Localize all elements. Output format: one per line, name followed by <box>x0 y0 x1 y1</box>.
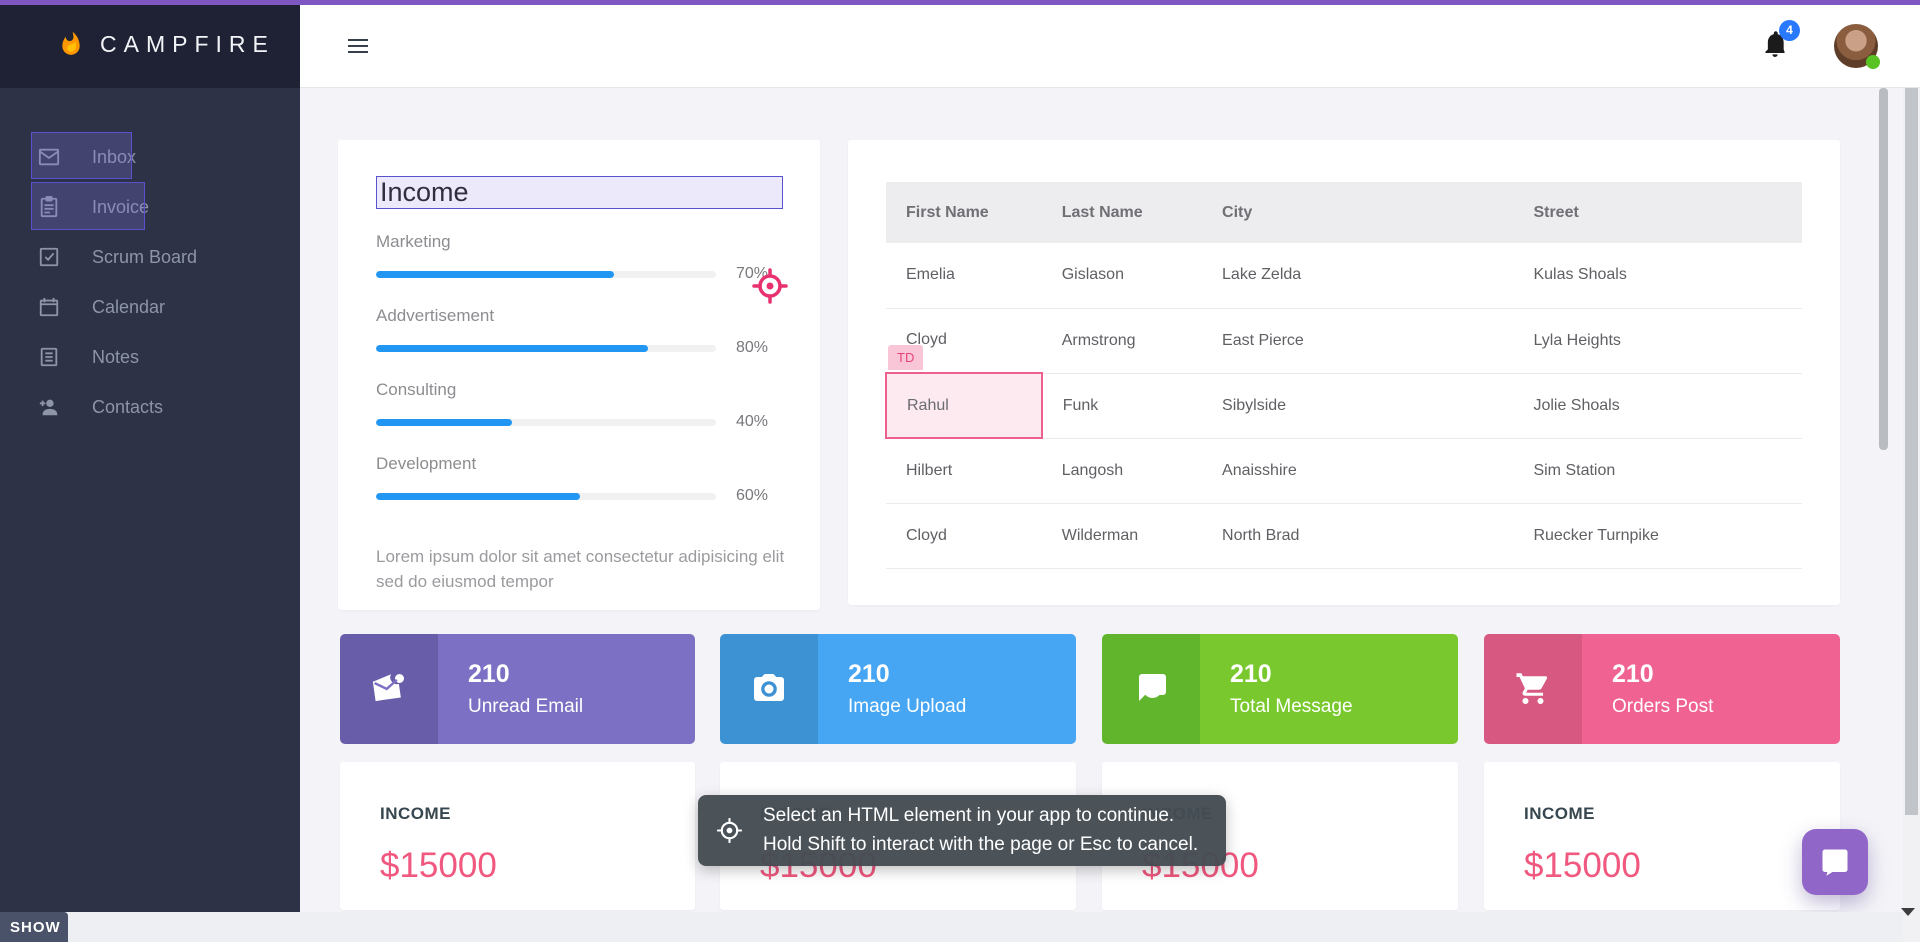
sidebar-item-label: Invoice <box>92 196 150 217</box>
income-panel-title: Income <box>376 176 783 209</box>
column-header-city: City <box>1222 203 1253 221</box>
stat-card-image-upload: 210 Image Upload <box>720 634 1076 744</box>
stat-label: Image Upload <box>848 696 967 717</box>
table-header-row: First Name Last Name City Street <box>886 182 1802 243</box>
stat-card-total-message: 210 Total Message <box>1102 634 1458 744</box>
sidebar-item-scrum-board[interactable]: Scrum Board <box>0 232 300 282</box>
sidebar-item-label: Scrum Board <box>92 246 198 267</box>
income-card-title: INCOME <box>380 804 451 823</box>
debug-bottom-bar: SHOW <box>0 912 1920 942</box>
bell-icon <box>1765 30 1785 57</box>
income-summary-card: INCOME $15000 <box>340 762 695 910</box>
metric-marketing: Marketing 70% <box>376 232 782 283</box>
mail-icon <box>38 148 60 166</box>
camera-icon <box>754 674 784 701</box>
cart-icon <box>1516 673 1548 704</box>
notification-badge: 4 <box>1779 19 1800 41</box>
metric-addvertisement: Addvertisement 80% <box>376 306 782 357</box>
sidebar-item-notes[interactable]: Notes <box>0 332 300 382</box>
stat-value: 210 <box>848 660 890 688</box>
table-row: Cloyd Armstrong East Pierce Lyla Heights <box>886 308 1802 374</box>
top-accent-strip <box>0 0 1920 5</box>
sidebar-item-calendar[interactable]: Calendar <box>0 282 300 332</box>
hamburger-menu-button[interactable] <box>348 35 368 57</box>
table-row: Rahul Funk Sibylside Jolie Shoals <box>885 372 1802 439</box>
scrollbar-down-arrow[interactable] <box>1901 908 1915 916</box>
online-status-dot <box>1866 55 1880 69</box>
sidebar-item-contacts[interactable]: Contacts <box>0 382 300 432</box>
sidebar-item-invoice[interactable]: Invoice <box>0 182 300 232</box>
chat-fab-button[interactable] <box>1802 829 1868 895</box>
notifications-button[interactable]: 4 <box>1762 19 1800 63</box>
stat-value: 210 <box>1230 660 1272 688</box>
notes-icon <box>40 347 58 367</box>
scrum-board-icon <box>39 247 59 267</box>
column-header-last-name: Last Name <box>1061 203 1143 221</box>
income-panel: Income Marketing 70% Addvertisement 80% … <box>338 140 820 610</box>
user-avatar[interactable] <box>1834 24 1880 69</box>
stat-card-orders-post: 210 Orders Post <box>1484 634 1840 744</box>
top-navbar: 4 <box>300 5 1920 88</box>
stat-label: Orders Post <box>1612 696 1714 717</box>
progress-bar <box>376 418 716 426</box>
income-card-amount: $15000 <box>380 846 497 885</box>
progress-percent: 80% <box>736 339 769 356</box>
metric-development: Development 60% <box>376 454 782 505</box>
progress-bar <box>376 270 716 278</box>
sidebar: CAMPFIRE Inbox Invoice Scrum Board Calen… <box>0 0 300 912</box>
chat-icon <box>1139 674 1166 701</box>
target-icon <box>716 817 743 844</box>
income-card-amount: $15000 <box>1524 846 1641 885</box>
content-scrollbar-thumb[interactable] <box>1879 88 1888 450</box>
sidebar-item-label: Notes <box>92 346 140 367</box>
progress-percent: 70% <box>736 265 769 282</box>
progress-percent: 60% <box>736 487 769 504</box>
brand-logo[interactable]: CAMPFIRE <box>0 0 300 88</box>
progress-bar <box>376 344 716 352</box>
inspector-selection-invoice <box>31 182 145 230</box>
sidebar-item-label: Inbox <box>92 146 137 167</box>
contacts-table-card: First Name Last Name City Street Emelia … <box>848 140 1840 605</box>
income-card-title: INCOME <box>1524 804 1595 823</box>
sidebar-item-label: Contacts <box>92 396 164 417</box>
table-row: Cloyd Wilderman North Brad Ruecker Turnp… <box>886 503 1802 569</box>
column-header-street: Street <box>1533 203 1579 221</box>
stat-label: Total Message <box>1230 696 1353 717</box>
stat-value: 210 <box>468 660 510 688</box>
progress-percent: 40% <box>736 413 769 430</box>
progress-bar <box>376 492 716 500</box>
inspector-highlighted-cell[interactable]: Rahul <box>885 372 1043 439</box>
table-row: Hilbert Langosh Anaisshire Sim Station <box>886 438 1802 504</box>
stat-label: Unread Email <box>468 696 584 717</box>
income-summary-card: INCOME $15000 <box>1484 762 1840 910</box>
sidebar-nav: Inbox Invoice Scrum Board Calendar Notes… <box>0 132 300 432</box>
inspector-selection-inbox <box>31 132 132 179</box>
sidebar-item-inbox[interactable]: Inbox <box>0 132 300 182</box>
show-button[interactable]: SHOW <box>0 912 68 942</box>
tooltip-line-2: Hold Shift to interact with the page or … <box>763 833 1199 855</box>
contacts-icon <box>39 399 58 416</box>
browser-scrollbar-thumb[interactable] <box>1905 88 1918 815</box>
calendar-icon <box>39 297 59 317</box>
stat-value: 210 <box>1612 660 1654 688</box>
metric-consulting: Consulting 40% <box>376 380 782 431</box>
invoice-icon <box>40 196 58 218</box>
inspector-tooltip: Select an HTML element in your app to co… <box>698 795 1226 866</box>
tooltip-line-1: Select an HTML element in your app to co… <box>763 805 1175 826</box>
inspector-crosshair-cursor-icon <box>752 268 788 304</box>
chat-bubble-icon <box>1822 849 1848 876</box>
flame-icon <box>62 31 80 55</box>
mail-icon <box>372 674 404 702</box>
column-header-first-name: First Name <box>906 203 989 221</box>
income-panel-description: Lorem ipsum dolor sit amet consectetur a… <box>376 547 785 591</box>
inspector-tag-label: TD <box>888 345 924 370</box>
brand-name: CAMPFIRE <box>100 30 275 57</box>
contacts-table: First Name Last Name City Street Emelia … <box>885 182 1802 569</box>
sidebar-item-label: Calendar <box>92 296 166 317</box>
stat-card-unread-email: 210 Unread Email <box>340 634 695 744</box>
table-row: Emelia Gislason Lake Zelda Kulas Shoals <box>886 243 1802 309</box>
